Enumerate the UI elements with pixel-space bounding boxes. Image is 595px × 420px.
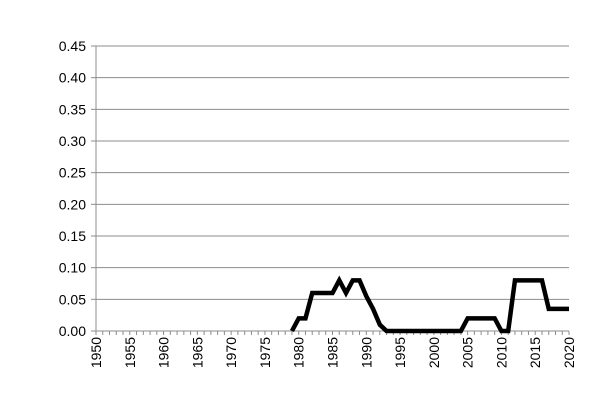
series	[289, 275, 569, 334]
x-tick-label: 1970	[223, 337, 239, 368]
x-tick-label: 1995	[392, 337, 408, 368]
x-tick-label: 2020	[561, 337, 577, 368]
y-tick-label: 0.00	[59, 323, 86, 339]
x-tick-label: 1960	[156, 337, 172, 368]
x-tick-label: 1985	[325, 337, 341, 368]
y-tick-label: 0.25	[59, 165, 86, 181]
series-line	[289, 275, 569, 334]
y-tick-label: 0.30	[59, 133, 86, 149]
x-tick-label: 1955	[122, 337, 138, 368]
y-tick-label: 0.45	[59, 38, 86, 54]
x-tick-label: 1975	[257, 337, 273, 368]
x-tick-label: 2000	[426, 337, 442, 368]
y-tick-label: 0.40	[59, 70, 86, 86]
x-tick-label: 2015	[527, 337, 543, 368]
x-tick-label: 2005	[460, 337, 476, 368]
y-tick-label: 0.35	[59, 101, 86, 117]
x-tick-label: 1980	[291, 337, 307, 368]
y-axis-ticks: 0.00 0.05 0.10 0.15 0.20 0.25 0.30 0.35 0.40 0.45	[59, 38, 96, 339]
x-axis-ticks: 1950 1955 1960 1965 1970 1975 1980 1985 1990 1995…	[88, 331, 577, 368]
gridlines	[96, 45, 569, 300]
y-tick-label: 0.20	[59, 196, 86, 212]
x-tick-label: 1990	[358, 337, 374, 368]
y-tick-label: 0.10	[59, 260, 86, 276]
x-tick-label: 1950	[88, 337, 104, 368]
x-tick-label: 2010	[493, 337, 509, 368]
y-tick-label: 0.05	[59, 291, 86, 307]
x-tick-label: 1965	[189, 337, 205, 368]
y-tick-label: 0.15	[59, 228, 86, 244]
